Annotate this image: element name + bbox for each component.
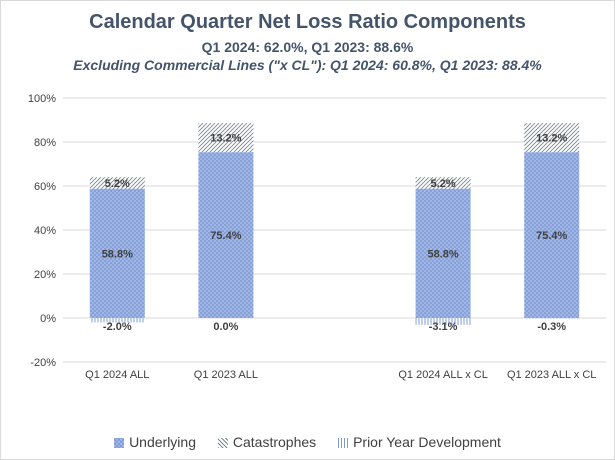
bar-underlying [89, 188, 145, 318]
label-underlying: 58.8% [427, 248, 458, 260]
label-underlying: 75.4% [536, 230, 567, 242]
label-prior-year-development: 0.0% [213, 321, 238, 333]
y-tick-label: 40% [34, 225, 56, 237]
y-tick-label: 60% [34, 181, 56, 193]
y-tick-label: 100% [28, 93, 56, 105]
x-axis-ticks: Q1 2024 ALL Q1 2023 ALL Q1 2024 ALL x CL Q1… [85, 369, 596, 381]
bar-prior-year-development [524, 318, 580, 319]
bar-underlying [415, 188, 471, 318]
label-underlying: 58.8% [102, 248, 133, 260]
gridlines [63, 97, 606, 363]
bar-prior-year-development [415, 318, 471, 325]
y-tick-label: 20% [34, 269, 56, 281]
legend-item-underlying: Underlying [114, 434, 196, 450]
data-labels: 58.8% 5.2% -2.0% 75.4% 13.2% 0.0% 58.8% 5.2% -3.… [102, 133, 568, 333]
label-catastrophes: 13.2% [536, 133, 567, 145]
y-tick-label: 80% [34, 137, 56, 149]
y-tick-label: 0% [40, 313, 56, 325]
x-tick-label: Q1 2023 ALL x CL [507, 369, 597, 381]
legend-item-catastrophes: Catastrophes [217, 434, 317, 451]
legend-label-underlying: Underlying [129, 434, 196, 451]
x-tick-label: Q1 2023 ALL [194, 369, 258, 381]
chart-subtitle-excluding-cl: Excluding Commercial Lines ("x CL"): Q1 … [73, 57, 542, 73]
label-prior-year-development: -2.0% [103, 321, 132, 333]
bar-catastrophes [89, 177, 145, 189]
label-prior-year-development: -3.1% [429, 321, 458, 333]
legend-swatch-underlying [114, 438, 125, 449]
legend-swatch-prior-year-development [338, 438, 349, 449]
bar-prior-year-development [89, 318, 145, 323]
bar-underlying [524, 152, 580, 318]
legend-swatch-catastrophes [217, 438, 228, 449]
x-tick-label: Q1 2024 ALL x CL [398, 369, 488, 381]
chart-subtitle: Q1 2024: 62.0%, Q1 2023: 88.6% [201, 39, 414, 55]
label-prior-year-development: -0.3% [537, 321, 566, 333]
bars [89, 123, 580, 325]
legend-label-catastrophes: Catastrophes [232, 434, 317, 451]
chart-title: Calendar Quarter Net Loss Ratio Componen… [89, 11, 526, 33]
label-underlying: 75.4% [210, 230, 241, 242]
legend-label-prior-year-development: Prior Year Development [353, 434, 501, 451]
y-tick-label: -20% [30, 357, 56, 369]
y-axis-ticks: 100% 80% 60% 40% 20% 0% -20% [28, 93, 56, 369]
label-catastrophes: 5.2% [431, 178, 456, 190]
legend-item-prior-year-development: Prior Year Development [338, 434, 501, 450]
bar-catastrophes [198, 123, 254, 153]
label-catastrophes: 13.2% [210, 133, 241, 145]
bar-catastrophes [524, 123, 580, 153]
bar-catastrophes [415, 177, 471, 189]
bar-underlying [198, 152, 254, 318]
label-catastrophes: 5.2% [105, 178, 130, 190]
legend: Underlying Catastrophes Prior Year Devel… [1, 433, 614, 450]
x-tick-label: Q1 2024 ALL [85, 369, 149, 381]
